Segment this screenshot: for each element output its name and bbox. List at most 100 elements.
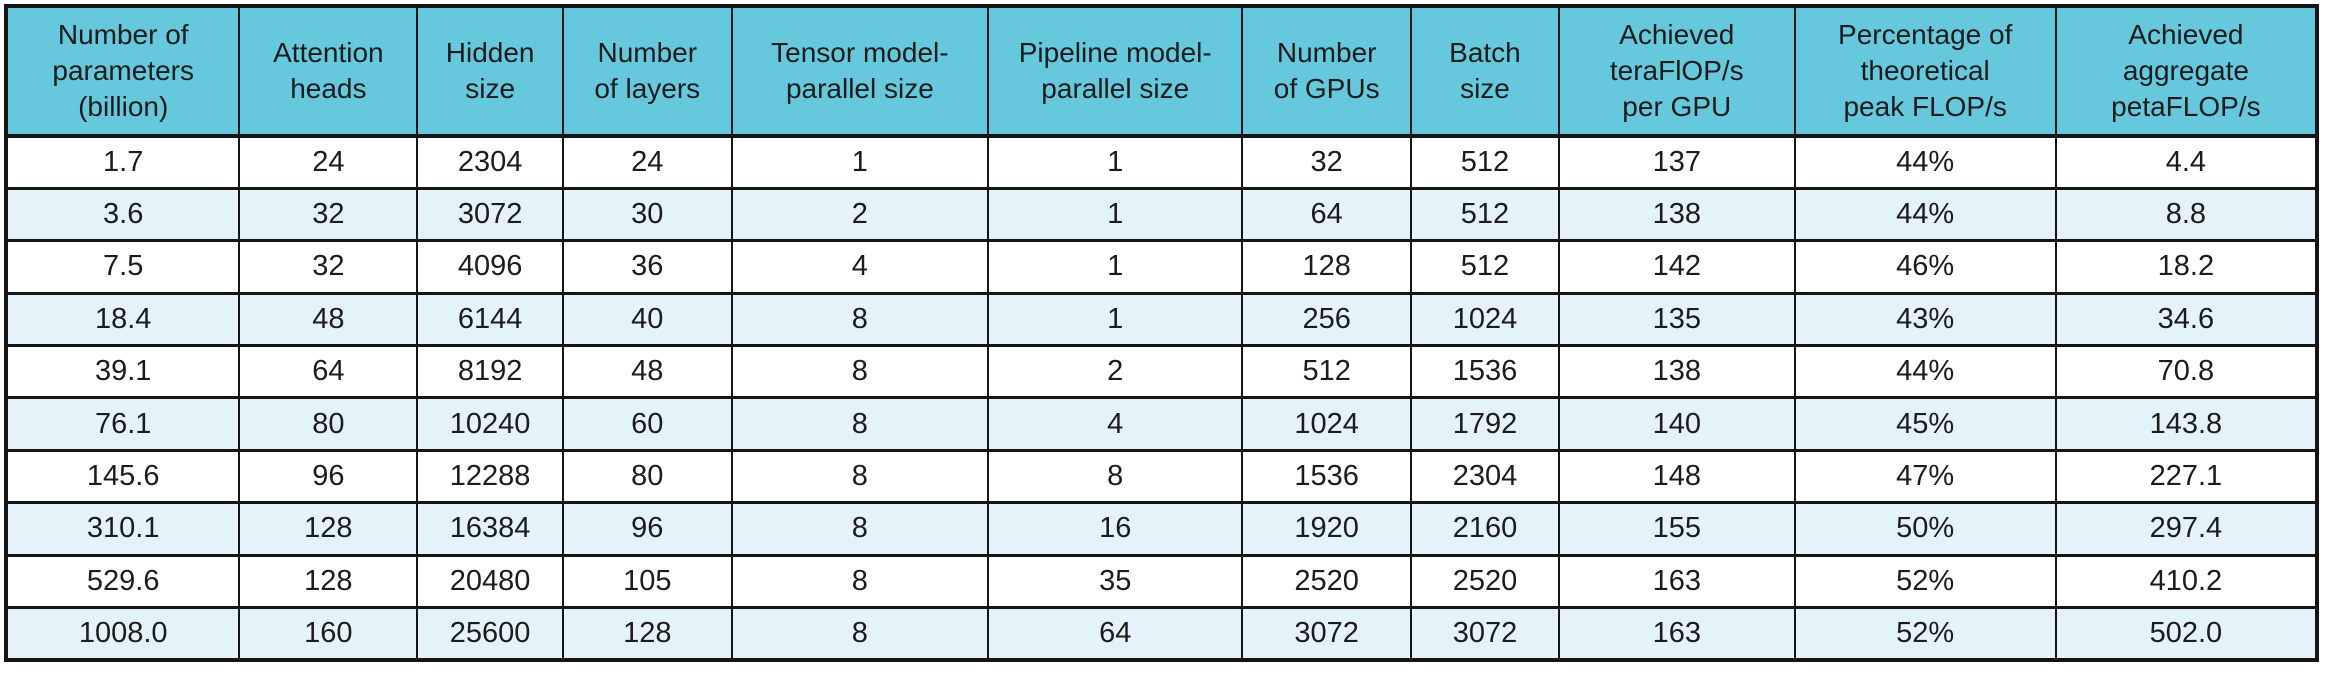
table-cell: 80 [561,448,733,505]
table-cell: 105 [561,553,733,610]
table-cell: 1 [987,291,1244,348]
table-cell: 18.4 [4,291,241,348]
column-header-7: Number of GPUs [1241,4,1413,138]
table-row: 145.6 96 12288 80 8 8 1536 2304 148 47% 227.1 [4,448,2319,505]
table-cell: 8 [730,344,990,400]
column-header-5: Tensor model- parallel size [730,4,990,138]
table-cell: 512 [1410,186,1560,243]
table-row: 18.4 48 6144 40 8 1 256 1024 135 43% 34.6 [4,291,2319,348]
table-cell: 48 [238,291,419,348]
table-cell: 32 [1241,134,1413,190]
table-cell: 16 [987,501,1244,557]
table-cell: 46% [1793,239,2057,295]
table-cell: 12288 [416,448,564,505]
table-row: 76.1 80 10240 60 8 4 1024 1792 140 45% 143.8 [4,396,2319,452]
table-cell: 143.8 [2054,396,2319,452]
table-cell: 35 [987,553,1244,610]
table-cell: 1536 [1410,344,1560,400]
table-cell: 52% [1793,606,2057,662]
model-scaling-table: Number of parameters (billion) Attention … [4,4,2319,662]
table-row: 7.5 32 4096 36 4 1 128 512 142 46% 18.2 [4,239,2319,295]
table-cell: 8 [730,553,990,610]
table-cell: 2160 [1410,501,1560,557]
table-body: 1.7 24 2304 24 1 1 32 512 137 44% 4.4 3.6 32 3072 30 2 1… [4,134,2319,662]
table-row: 1008.0 160 25600 128 8 64 3072 3072 163 52% 502.0 [4,606,2319,662]
table-row: 529.6 128 20480 105 8 35 2520 2520 163 52% 410.2 [4,553,2319,610]
table-cell: 34.6 [2054,291,2319,348]
table-cell: 4096 [416,239,564,295]
table-cell: 2 [987,344,1244,400]
table-cell: 2520 [1410,553,1560,610]
table-cell: 8 [730,396,990,452]
table-cell: 145.6 [4,448,241,505]
table-cell: 8 [730,448,990,505]
table-cell: 1 [987,186,1244,243]
table-cell: 529.6 [4,553,241,610]
table-header: Number of parameters (billion) Attention … [4,4,2319,138]
table-cell: 142 [1557,239,1796,295]
table-cell: 32 [238,239,419,295]
table-cell: 512 [1410,239,1560,295]
table-cell: 7.5 [4,239,241,295]
table-cell: 138 [1557,186,1796,243]
table-row: 310.1 128 16384 96 8 16 1920 2160 155 50% 297.4 [4,501,2319,557]
table-cell: 1 [987,134,1244,190]
table-cell: 44% [1793,134,2057,190]
table-cell: 2 [730,186,990,243]
table-cell: 135 [1557,291,1796,348]
table-cell: 36 [561,239,733,295]
table-cell: 48 [561,344,733,400]
table-cell: 4.4 [2054,134,2319,190]
table-cell: 39.1 [4,344,241,400]
table-cell: 3072 [1241,606,1413,662]
table-cell: 1 [730,134,990,190]
table-cell: 3072 [1410,606,1560,662]
table-cell: 163 [1557,606,1796,662]
table-row: 1.7 24 2304 24 1 1 32 512 137 44% 4.4 [4,134,2319,190]
column-header-6: Pipeline model- parallel size [987,4,1244,138]
table-cell: 76.1 [4,396,241,452]
table-cell: 8192 [416,344,564,400]
column-header-8: Batch size [1410,4,1560,138]
table-cell: 16384 [416,501,564,557]
table-cell: 1 [987,239,1244,295]
table-cell: 140 [1557,396,1796,452]
table-cell: 410.2 [2054,553,2319,610]
table-cell: 20480 [416,553,564,610]
table-cell: 1920 [1241,501,1413,557]
header-row: Number of parameters (billion) Attention … [4,4,2319,138]
table-cell: 1792 [1410,396,1560,452]
table-cell: 6144 [416,291,564,348]
table-cell: 1024 [1410,291,1560,348]
table-cell: 64 [1241,186,1413,243]
table-cell: 512 [1410,134,1560,190]
table-cell: 4 [730,239,990,295]
table-row: 39.1 64 8192 48 8 2 512 1536 138 44% 70.8 [4,344,2319,400]
table-cell: 10240 [416,396,564,452]
table-cell: 128 [1241,239,1413,295]
table-cell: 64 [238,344,419,400]
table-cell: 96 [238,448,419,505]
table-cell: 2520 [1241,553,1413,610]
model-scaling-table-wrapper: Number of parameters (billion) Attention … [4,4,2319,662]
column-header-10: Percentage of theoretical peak FLOP/s [1793,4,2057,138]
table-cell: 52% [1793,553,2057,610]
table-cell: 24 [238,134,419,190]
table-cell: 50% [1793,501,2057,557]
table-cell: 297.4 [2054,501,2319,557]
table-cell: 80 [238,396,419,452]
table-cell: 32 [238,186,419,243]
table-cell: 40 [561,291,733,348]
table-cell: 8.8 [2054,186,2319,243]
table-cell: 45% [1793,396,2057,452]
table-cell: 512 [1241,344,1413,400]
table-cell: 18.2 [2054,239,2319,295]
column-header-4: Number of layers [561,4,733,138]
table-cell: 24 [561,134,733,190]
table-cell: 60 [561,396,733,452]
table-cell: 128 [561,606,733,662]
table-cell: 160 [238,606,419,662]
table-cell: 64 [987,606,1244,662]
table-cell: 1008.0 [4,606,241,662]
column-header-2: Attention heads [238,4,419,138]
